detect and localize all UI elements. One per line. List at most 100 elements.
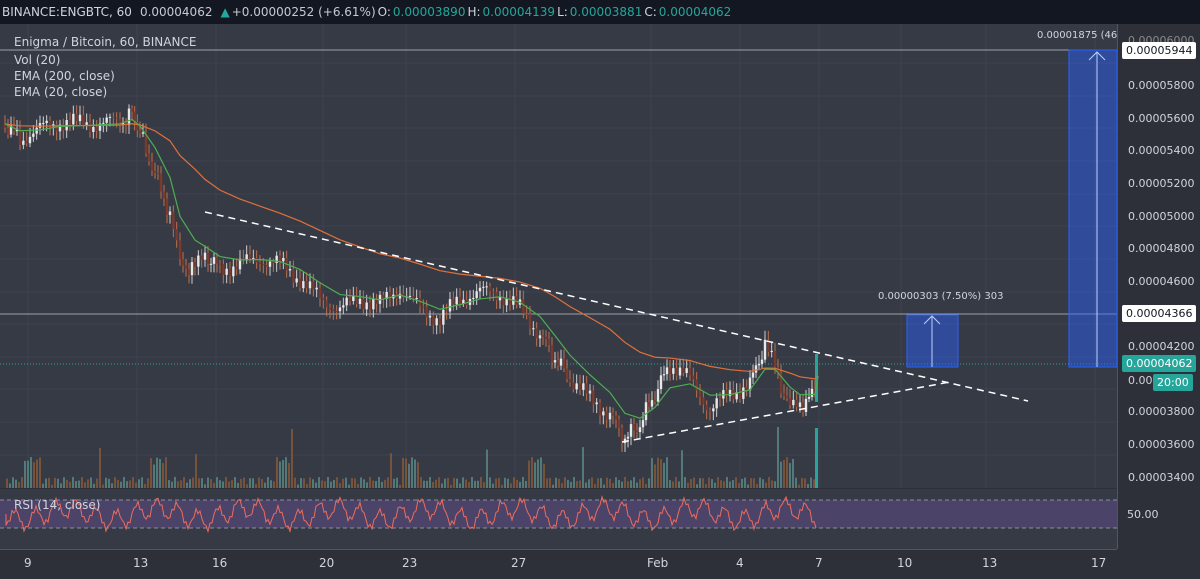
- volume-bar: [261, 479, 263, 488]
- candle-body: [212, 257, 216, 264]
- candle-body: [187, 268, 191, 276]
- small-range-arrowhead: [923, 315, 941, 325]
- time-axis[interactable]: 9 13 16 20 23 27 Feb 4 7 10 13 17: [0, 549, 1117, 579]
- candle-body: [302, 281, 305, 289]
- symbol-label[interactable]: BINANCE:ENGBTC, 60: [2, 5, 132, 19]
- volume-bar: [564, 477, 566, 488]
- candle-body: [228, 268, 232, 277]
- volume-bar: [744, 477, 746, 488]
- volume-bar: [333, 479, 335, 488]
- price-axis[interactable]: 0.00006000 0.00005800 0.00005600 0.00005…: [1117, 24, 1200, 549]
- candle-body: [395, 294, 398, 299]
- candle-body: [685, 368, 688, 373]
- candle-body: [425, 306, 428, 318]
- volume-bar: [603, 484, 605, 488]
- candle-body: [568, 379, 572, 383]
- candle-body: [181, 259, 185, 266]
- candle-body: [485, 286, 488, 288]
- candle-body: [795, 399, 798, 407]
- volume-bar: [96, 478, 98, 488]
- volume-bar: [657, 457, 659, 488]
- volume-bar: [687, 482, 689, 488]
- candle-body: [695, 379, 698, 391]
- candle-body: [588, 390, 592, 394]
- volume-indicator-label[interactable]: Vol (20): [14, 53, 61, 67]
- candle-body: [792, 399, 795, 406]
- chart-title: Enigma / Bitcoin, 60, BINANCE: [14, 35, 197, 49]
- rsi-chart-canvas[interactable]: [0, 489, 1117, 549]
- volume-bar: [540, 457, 542, 488]
- candle-body: [585, 383, 588, 394]
- volume-bar: [225, 477, 227, 488]
- candle-body: [502, 296, 505, 306]
- candle-body: [595, 402, 598, 405]
- price-chart-canvas[interactable]: [0, 24, 1117, 488]
- volume-bar: [597, 478, 599, 488]
- candle-body: [325, 299, 328, 308]
- candle-body: [144, 132, 148, 154]
- volume-bar: [546, 478, 548, 488]
- volume-bar: [168, 480, 170, 488]
- volume-bar: [198, 478, 200, 488]
- candle-body: [455, 296, 458, 305]
- candle-body: [665, 367, 669, 375]
- volume-bar: [231, 480, 233, 488]
- volume-bar: [489, 477, 491, 488]
- last-price-box: 0.00004062: [1122, 355, 1197, 372]
- ema20-indicator-label[interactable]: EMA (20, close): [14, 85, 108, 99]
- volume-bar: [645, 484, 647, 488]
- volume-bar: [381, 481, 383, 488]
- candle-body: [172, 211, 175, 229]
- ema200-indicator-label[interactable]: EMA (200, close): [14, 69, 115, 83]
- volume-bar: [660, 459, 662, 488]
- volume-bar: [633, 477, 635, 488]
- candle-body: [245, 254, 248, 261]
- volume-bar: [696, 484, 698, 488]
- volume-bar: [153, 464, 155, 488]
- candle-body: [508, 298, 512, 305]
- candle-body: [282, 257, 285, 262]
- volume-bar: [561, 483, 563, 488]
- price-chart-pane[interactable]: Enigma / Bitcoin, 60, BINANCE Vol (20) E…: [0, 24, 1117, 488]
- volume-bar: [627, 481, 629, 488]
- large-range-box: [1068, 49, 1117, 368]
- volume-bar: [312, 479, 314, 488]
- volume-bar: [273, 481, 275, 488]
- candle-body: [262, 264, 265, 266]
- rsi-indicator-label[interactable]: RSI (14, close): [14, 498, 101, 512]
- volume-bar: [483, 482, 485, 488]
- volume-bar: [522, 477, 524, 488]
- candle-body: [68, 120, 72, 125]
- candle-body: [611, 412, 615, 416]
- candle-body: [352, 295, 355, 301]
- candle-body: [650, 400, 654, 407]
- candle-body: [368, 302, 372, 310]
- volume-bar: [801, 478, 803, 488]
- time-tick: 27: [511, 556, 527, 570]
- candle-body: [22, 140, 25, 145]
- candle-body: [748, 377, 752, 391]
- volume-bar: [549, 477, 551, 488]
- volume-bar: [720, 480, 722, 488]
- candle-body: [728, 389, 732, 397]
- volume-bar: [699, 478, 701, 488]
- rsi-pane[interactable]: [0, 489, 1117, 549]
- candle-body: [162, 191, 166, 199]
- candle-body: [708, 410, 712, 412]
- candle-body: [538, 335, 542, 339]
- candle-body: [672, 368, 675, 374]
- candle-body: [362, 298, 365, 310]
- volume-bar: [195, 454, 197, 488]
- volume-bar: [87, 479, 89, 488]
- volume-bar: [726, 477, 728, 488]
- volume-bar: [255, 484, 257, 488]
- candle-body: [88, 122, 92, 132]
- volume-bar: [84, 482, 86, 488]
- chart-header-bar: BINANCE:ENGBTC, 60 0.00004062 ▲ +0.00000…: [0, 0, 1200, 24]
- candle-body: [398, 293, 402, 299]
- candle-body: [82, 114, 85, 126]
- candle-body: [462, 299, 465, 304]
- volume-bar: [453, 477, 455, 488]
- volume-bar: [18, 482, 20, 488]
- candle-body: [668, 367, 672, 374]
